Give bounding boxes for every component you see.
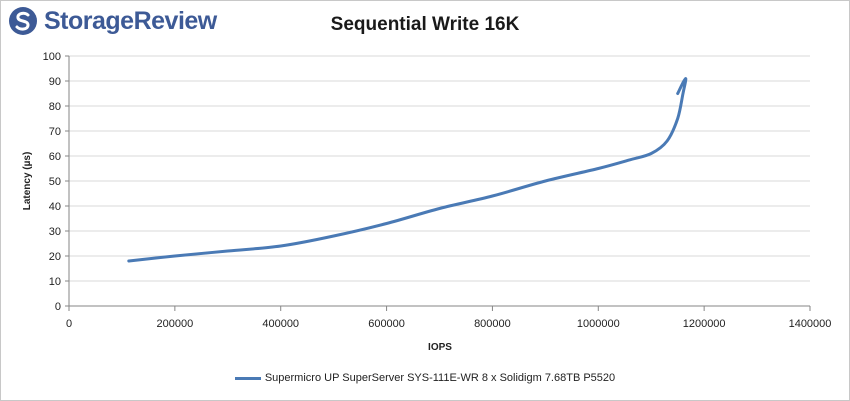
y-tick-label: 20 — [49, 251, 61, 263]
legend: Supermicro UP SuperServer SYS-111E-WR 8 … — [0, 372, 850, 384]
y-axis-title: Latency (µs) — [22, 152, 33, 211]
x-tick-labels: 0 200000 400000 600000 800000 1000000 1200000 1… — [66, 318, 831, 330]
y-tick-label: 30 — [49, 226, 61, 238]
x-tick-label: 600000 — [368, 318, 405, 330]
y-tick-label: 0 — [55, 301, 61, 313]
x-tick-label: 1400000 — [789, 318, 832, 330]
y-tick-label: 10 — [49, 276, 61, 288]
series-line — [127, 77, 688, 263]
y-tick-label: 80 — [49, 101, 61, 113]
x-tick-label: 400000 — [262, 318, 299, 330]
gridlines — [69, 55, 810, 282]
y-tick-label: 40 — [49, 201, 61, 213]
x-tick-label: 0 — [66, 318, 72, 330]
axes — [65, 55, 811, 311]
x-axis-title: IOPS — [428, 342, 452, 353]
y-tick-labels: 0 10 20 30 40 50 60 70 80 90 100 — [43, 51, 61, 313]
x-tick-label: 800000 — [474, 318, 511, 330]
legend-label: Supermicro UP SuperServer SYS-111E-WR 8 … — [264, 372, 616, 384]
y-tick-label: 50 — [49, 176, 61, 188]
storagereview-logo-icon — [9, 7, 37, 35]
chart-title: Sequential Write 16K — [330, 14, 520, 35]
legend-swatch — [234, 376, 261, 380]
brand-name: StorageReview — [44, 6, 217, 35]
x-tick-label: 1000000 — [577, 318, 620, 330]
y-tick-label: 90 — [49, 76, 61, 88]
x-tick-label: 1200000 — [683, 318, 726, 330]
x-tick-label: 200000 — [156, 318, 193, 330]
y-tick-label: 100 — [43, 51, 61, 63]
y-tick-label: 70 — [49, 126, 61, 138]
y-tick-label: 60 — [49, 151, 61, 163]
brand-logo: StorageReview — [8, 4, 217, 38]
